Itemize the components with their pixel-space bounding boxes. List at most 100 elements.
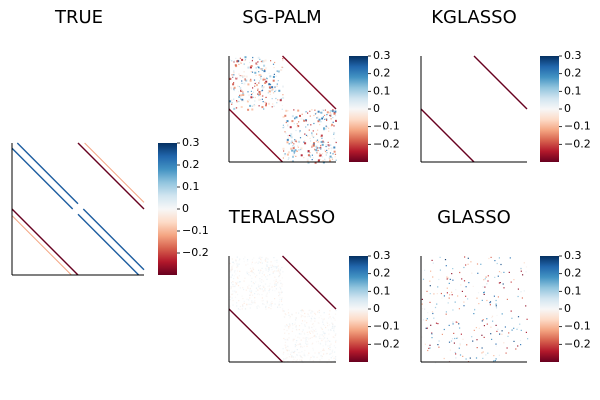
noise-cell [265, 257, 267, 259]
noise-cell [487, 280, 489, 282]
noise-cell [261, 256, 263, 259]
noise-cell [271, 88, 274, 91]
noise-cell [247, 263, 249, 265]
noise-cell [321, 109, 324, 111]
noise-cell [326, 149, 328, 151]
noise-cell [511, 317, 513, 319]
noise-cell [275, 266, 277, 268]
noise-cell [318, 317, 320, 319]
noise-cell [317, 129, 319, 131]
noise-cell [229, 100, 232, 103]
noise-cell [235, 282, 237, 284]
noise-cell [317, 340, 319, 342]
noise-cell [287, 158, 289, 160]
noise-cell [282, 116, 285, 118]
noise-cell [293, 149, 296, 151]
colorbar-tick-label-teralasso: 0.2 [373, 267, 391, 280]
noise-cell [318, 309, 320, 312]
noise-cell [304, 312, 306, 315]
noise-cell [283, 337, 285, 340]
noise-cell [274, 86, 276, 88]
noise-cell [331, 322, 333, 324]
noise-cell [499, 282, 501, 284]
noise-cell [236, 107, 239, 109]
noise-cell [249, 288, 251, 290]
noise-cell [330, 118, 332, 120]
noise-cell [233, 86, 236, 89]
noise-cell [271, 268, 273, 271]
noise-cell [322, 331, 324, 333]
noise-cell [288, 326, 290, 328]
noise-cell [521, 297, 523, 299]
noise-cell [292, 338, 294, 340]
noise-cell [335, 310, 337, 312]
noise-cell [290, 141, 293, 144]
noise-cell [279, 269, 281, 271]
noise-cell [267, 275, 269, 277]
noise-cell [436, 293, 438, 295]
noise-cell [258, 285, 260, 287]
noise-cell [254, 262, 256, 264]
noise-cell [279, 280, 281, 282]
noise-cell [245, 79, 248, 82]
noise-cell [495, 324, 497, 326]
noise-cell [301, 360, 303, 362]
noise-cell [454, 337, 456, 340]
noise-cell [264, 82, 267, 84]
colorbar-kglasso: 0.3 0.2 0.1 0 −0.1 −0.2 [540, 49, 591, 162]
noise-cell [291, 330, 293, 332]
noise-cell [311, 132, 313, 134]
noise-cell [329, 110, 331, 112]
noise-cell [252, 91, 255, 93]
noise-cell [272, 75, 275, 78]
noise-cell [333, 133, 335, 135]
noise-cell [318, 351, 320, 354]
noise-cell [261, 279, 263, 281]
noise-cell [235, 291, 237, 293]
noise-cell [243, 258, 245, 260]
noise-cell [254, 71, 257, 74]
noise-cell [305, 111, 307, 113]
band-kglasso-0 [473, 55, 528, 110]
colorbar-tick-label-true: 0 [182, 202, 189, 215]
noise-cell [279, 306, 281, 308]
noise-cell [265, 260, 267, 262]
noise-cell [326, 337, 328, 340]
noise-cell [436, 303, 438, 305]
noise-cell [498, 282, 500, 284]
noise-cell [325, 115, 327, 117]
noise-cell [241, 58, 244, 61]
noise-cell [495, 299, 497, 302]
noise-cell [231, 102, 233, 104]
noise-cell [455, 357, 457, 359]
noise-cell [297, 125, 300, 128]
noise-cell [261, 294, 263, 296]
noise-cell [441, 297, 443, 299]
noise-cell [451, 294, 453, 296]
noise-cell [507, 335, 509, 337]
noise-cell [275, 270, 277, 272]
noise-cell [448, 324, 450, 326]
noise-cell [321, 153, 324, 155]
noise-cell [299, 359, 301, 361]
noise-cell [333, 112, 336, 115]
noise-cell [291, 120, 294, 123]
noise-cell [260, 74, 262, 76]
noise-cell [232, 76, 234, 78]
noise-cell [306, 315, 308, 318]
noise-cell [265, 258, 267, 260]
noise-cell [269, 283, 271, 285]
noise-cell [454, 351, 456, 354]
noise-cell [249, 61, 251, 64]
noise-cell [277, 70, 280, 73]
noise-cell [305, 126, 307, 128]
heatmap-sg-palm [228, 55, 337, 164]
noise-cell [255, 290, 257, 292]
band-true-7 [77, 213, 140, 276]
noise-cell [231, 267, 233, 269]
noise-cell [254, 273, 256, 275]
noise-cell [261, 89, 264, 91]
colorbar-tick-label-true: 0.1 [182, 180, 200, 193]
noise-cell [441, 333, 443, 335]
noise-cell [307, 354, 309, 356]
